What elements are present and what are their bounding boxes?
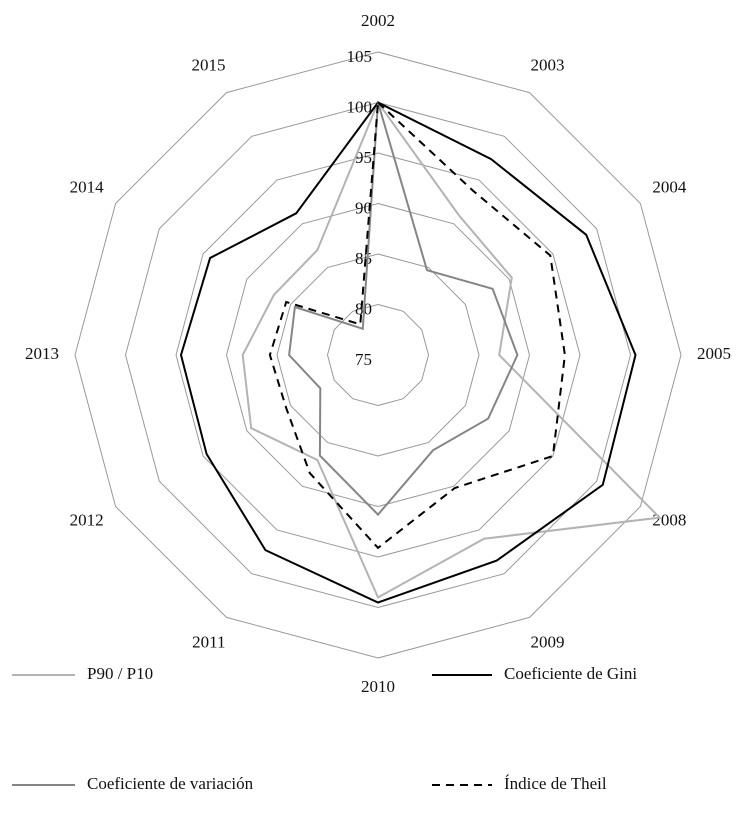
grid-ring [276, 253, 480, 457]
r-tick-label: 85 [355, 249, 372, 268]
grid-ring [175, 152, 581, 558]
series-line [288, 102, 519, 517]
r-tick-label: 105 [347, 47, 373, 66]
category-label: 2011 [192, 632, 225, 651]
category-label: 2012 [70, 510, 104, 529]
category-label: 2014 [70, 177, 105, 196]
grid-ring [326, 303, 430, 407]
category-label: 2003 [531, 56, 565, 75]
grid-ring [225, 202, 531, 508]
legend-label: P90 / P10 [87, 664, 153, 683]
category-label: 2009 [531, 632, 565, 651]
grid-ring [74, 51, 682, 659]
series-line [179, 101, 637, 604]
series-line [241, 100, 662, 599]
r-tick-label: 95 [355, 148, 372, 167]
category-label: 2005 [697, 344, 731, 363]
r-tick-label: 75 [355, 350, 372, 369]
r-tick-label: 100 [347, 97, 373, 116]
r-tick-label: 90 [355, 198, 372, 217]
legend-label: Coeficiente de Gini [504, 664, 637, 683]
category-label: 2013 [25, 344, 59, 363]
grid-ring [124, 101, 632, 609]
legend-label: Índice de Theil [504, 774, 607, 793]
legend-label: Coeficiente de variación [87, 774, 254, 793]
category-label: 2008 [652, 510, 686, 529]
series-line [268, 100, 566, 550]
category-label: 2004 [652, 177, 687, 196]
category-label: 2010 [361, 677, 395, 696]
category-label: 2002 [361, 11, 395, 30]
category-label: 2015 [192, 56, 226, 75]
